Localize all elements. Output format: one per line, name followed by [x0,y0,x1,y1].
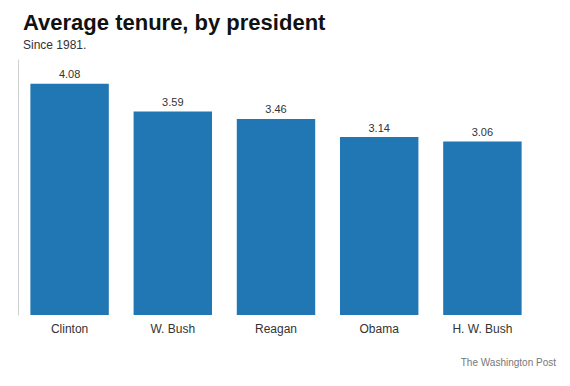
svg-text:3.59: 3.59 [162,96,183,108]
svg-text:H. W. Bush: H. W. Bush [452,322,512,336]
svg-text:4.08: 4.08 [59,68,80,80]
svg-text:3.06: 3.06 [472,126,493,138]
svg-text:The Washington Post: The Washington Post [461,357,556,368]
svg-text:Clinton: Clinton [51,322,88,336]
svg-text:Since 1981.: Since 1981. [23,38,86,52]
svg-text:Reagan: Reagan [255,322,297,336]
svg-text:3.46: 3.46 [265,103,286,115]
svg-text:3.14: 3.14 [368,122,389,134]
svg-text:W. Bush: W. Bush [150,322,195,336]
svg-text:Average tenure, by president: Average tenure, by president [23,10,326,35]
svg-text:Obama: Obama [360,322,400,336]
